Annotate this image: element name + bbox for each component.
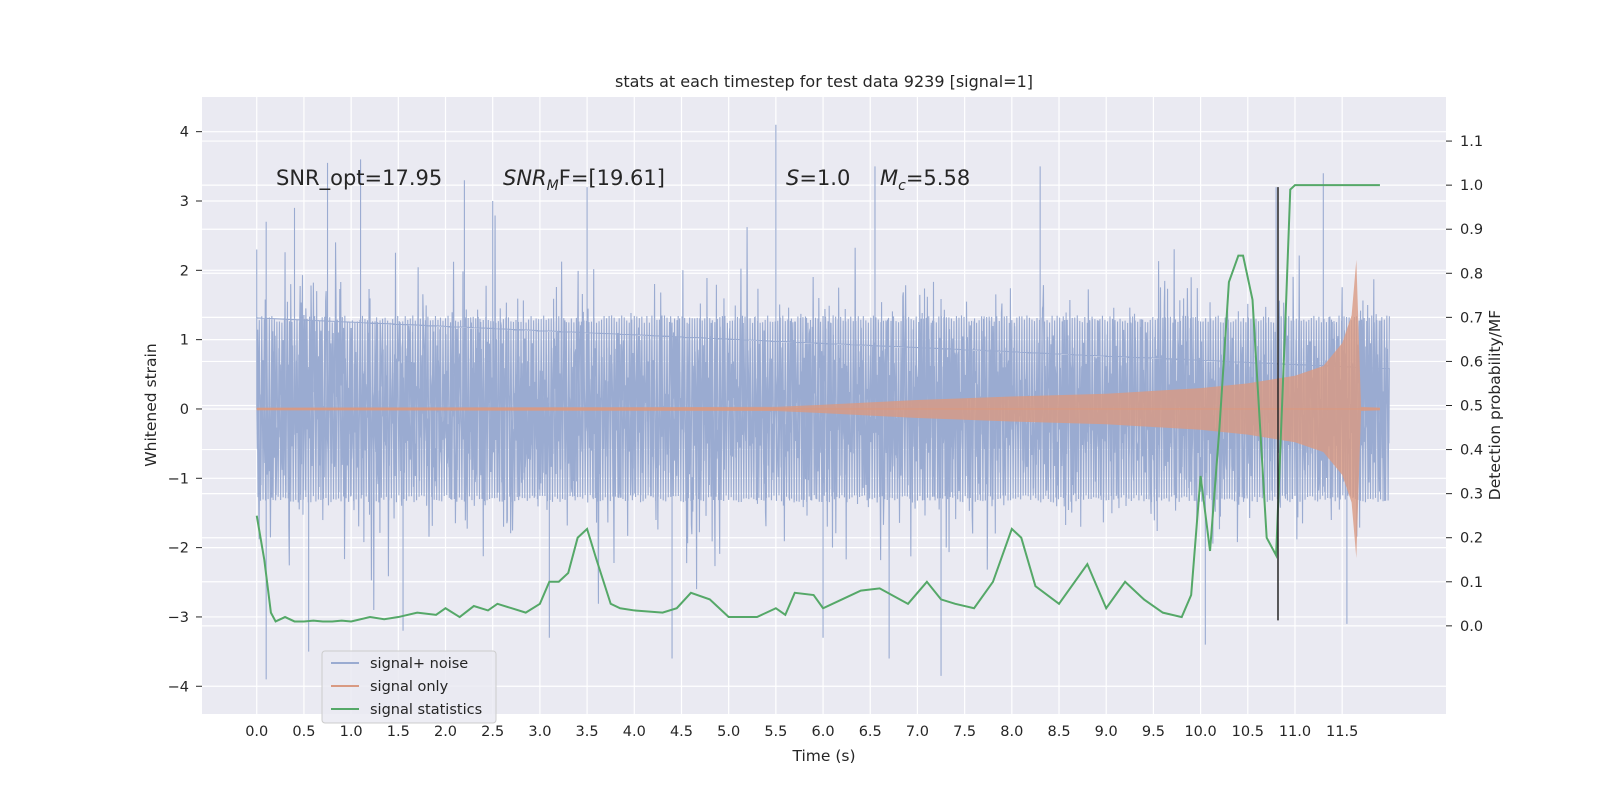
y-right-tick-label: 0.1 bbox=[1460, 575, 1483, 591]
y-left-tick-label: 4 bbox=[180, 125, 189, 141]
x-tick-label: 6.0 bbox=[812, 724, 835, 740]
y-left-tick-label: −2 bbox=[168, 541, 189, 557]
annotation-s-main: S bbox=[786, 166, 799, 190]
y-left-tick-label: 1 bbox=[180, 333, 189, 349]
annotation-snr-mf: SNRMF=[19.61] bbox=[503, 166, 665, 194]
x-tick-label: 7.0 bbox=[906, 724, 929, 740]
x-tick-label: 6.5 bbox=[859, 724, 882, 740]
y-left-tick-label: −4 bbox=[168, 679, 189, 695]
annotation-snr-mf-sub: M bbox=[547, 178, 559, 194]
annotation-s: S=1.0 bbox=[786, 166, 850, 190]
y-axis-label-right: Detection probability/MF bbox=[1486, 310, 1504, 501]
y-left-tick-label: 3 bbox=[180, 194, 189, 210]
annotation-snr-mf-main: SNR bbox=[503, 166, 547, 190]
y-axis-label-left: Whitened strain bbox=[142, 343, 160, 466]
x-tick-label: 10.0 bbox=[1184, 724, 1216, 740]
x-tick-label: 4.5 bbox=[670, 724, 693, 740]
x-tick-label: 11.5 bbox=[1326, 724, 1358, 740]
x-tick-label: 8.0 bbox=[1000, 724, 1023, 740]
x-tick-label: 7.5 bbox=[953, 724, 976, 740]
annotation-snr-mf-rest: F=[19.61] bbox=[559, 166, 665, 190]
annotation-mc-main: M bbox=[880, 166, 898, 190]
y-left-tick-label: 2 bbox=[180, 263, 189, 279]
y-right-tick-label: 0.7 bbox=[1460, 310, 1483, 326]
y-left-tick-label: 0 bbox=[180, 402, 189, 418]
legend-label-signal-statistics: signal statistics bbox=[370, 702, 482, 718]
y-right-tick-label: 0.3 bbox=[1460, 487, 1483, 503]
chart-title: stats at each timestep for test data 923… bbox=[615, 72, 1033, 91]
legend-box bbox=[321, 650, 497, 724]
y-left-tick-label: −3 bbox=[168, 610, 189, 626]
x-axis-label: Time (s) bbox=[791, 747, 855, 765]
x-tick-label: 4.0 bbox=[623, 724, 646, 740]
annotation-mc: Mc=5.58 bbox=[880, 166, 970, 194]
x-tick-label: 10.5 bbox=[1232, 724, 1264, 740]
x-tick-label: 0.5 bbox=[292, 724, 315, 740]
series-signal-plus-noise bbox=[256, 124, 1390, 680]
x-tick-label: 3.0 bbox=[528, 724, 551, 740]
annotation-mc-sub: c bbox=[898, 178, 906, 194]
data-layer bbox=[255, 124, 1390, 680]
y-right-tick-label: 0.6 bbox=[1460, 354, 1483, 370]
x-tick-label: 1.5 bbox=[387, 724, 410, 740]
annotation-snr-opt: SNR_opt=17.95 bbox=[276, 166, 442, 191]
ticks: 0.0 0.5 1.0 1.5 2.0 2.5 3.0 3.5 4.0 4.5 5.0 5.5 6.0 6… bbox=[168, 125, 1483, 740]
legend-label-signal-plus-noise: signal+ noise bbox=[370, 656, 468, 672]
x-tick-label: 9.5 bbox=[1142, 724, 1165, 740]
x-tick-label: 0.0 bbox=[245, 724, 268, 740]
x-tick-label: 11.0 bbox=[1279, 724, 1311, 740]
x-tick-label: 1.0 bbox=[340, 724, 363, 740]
y-right-tick-label: 0.4 bbox=[1460, 443, 1483, 459]
y-right-tick-label: 1.0 bbox=[1460, 178, 1483, 194]
y-right-tick-label: 0.0 bbox=[1460, 619, 1483, 635]
x-tick-label: 2.0 bbox=[434, 724, 457, 740]
y-right-tick-label: 0.2 bbox=[1460, 531, 1483, 547]
series-signal-statistics bbox=[255, 184, 1380, 623]
x-tick-label: 5.5 bbox=[764, 724, 787, 740]
y-right-tick-label: 0.8 bbox=[1460, 266, 1483, 282]
x-tick-label: 3.5 bbox=[576, 724, 599, 740]
x-tick-label: 9.0 bbox=[1095, 724, 1118, 740]
x-tick-label: 2.5 bbox=[481, 724, 504, 740]
y-left-tick-label: −1 bbox=[168, 471, 189, 487]
y-right-tick-label: 1.1 bbox=[1460, 134, 1483, 150]
annotation-mc-rest: =5.58 bbox=[906, 166, 970, 190]
legend: signal+ noise signal only signal statist… bbox=[321, 650, 497, 724]
x-tick-label: 8.5 bbox=[1047, 724, 1070, 740]
annotations: SNR_opt=17.95 SNRMF=[19.61] S=1.0 Mc=5.5… bbox=[276, 166, 970, 194]
y-right-tick-label: 0.5 bbox=[1460, 399, 1483, 415]
x-tick-label: 5.0 bbox=[717, 724, 740, 740]
legend-label-signal-only: signal only bbox=[370, 679, 449, 695]
y-right-tick-label: 0.9 bbox=[1460, 222, 1483, 238]
annotation-s-rest: =1.0 bbox=[799, 166, 850, 190]
